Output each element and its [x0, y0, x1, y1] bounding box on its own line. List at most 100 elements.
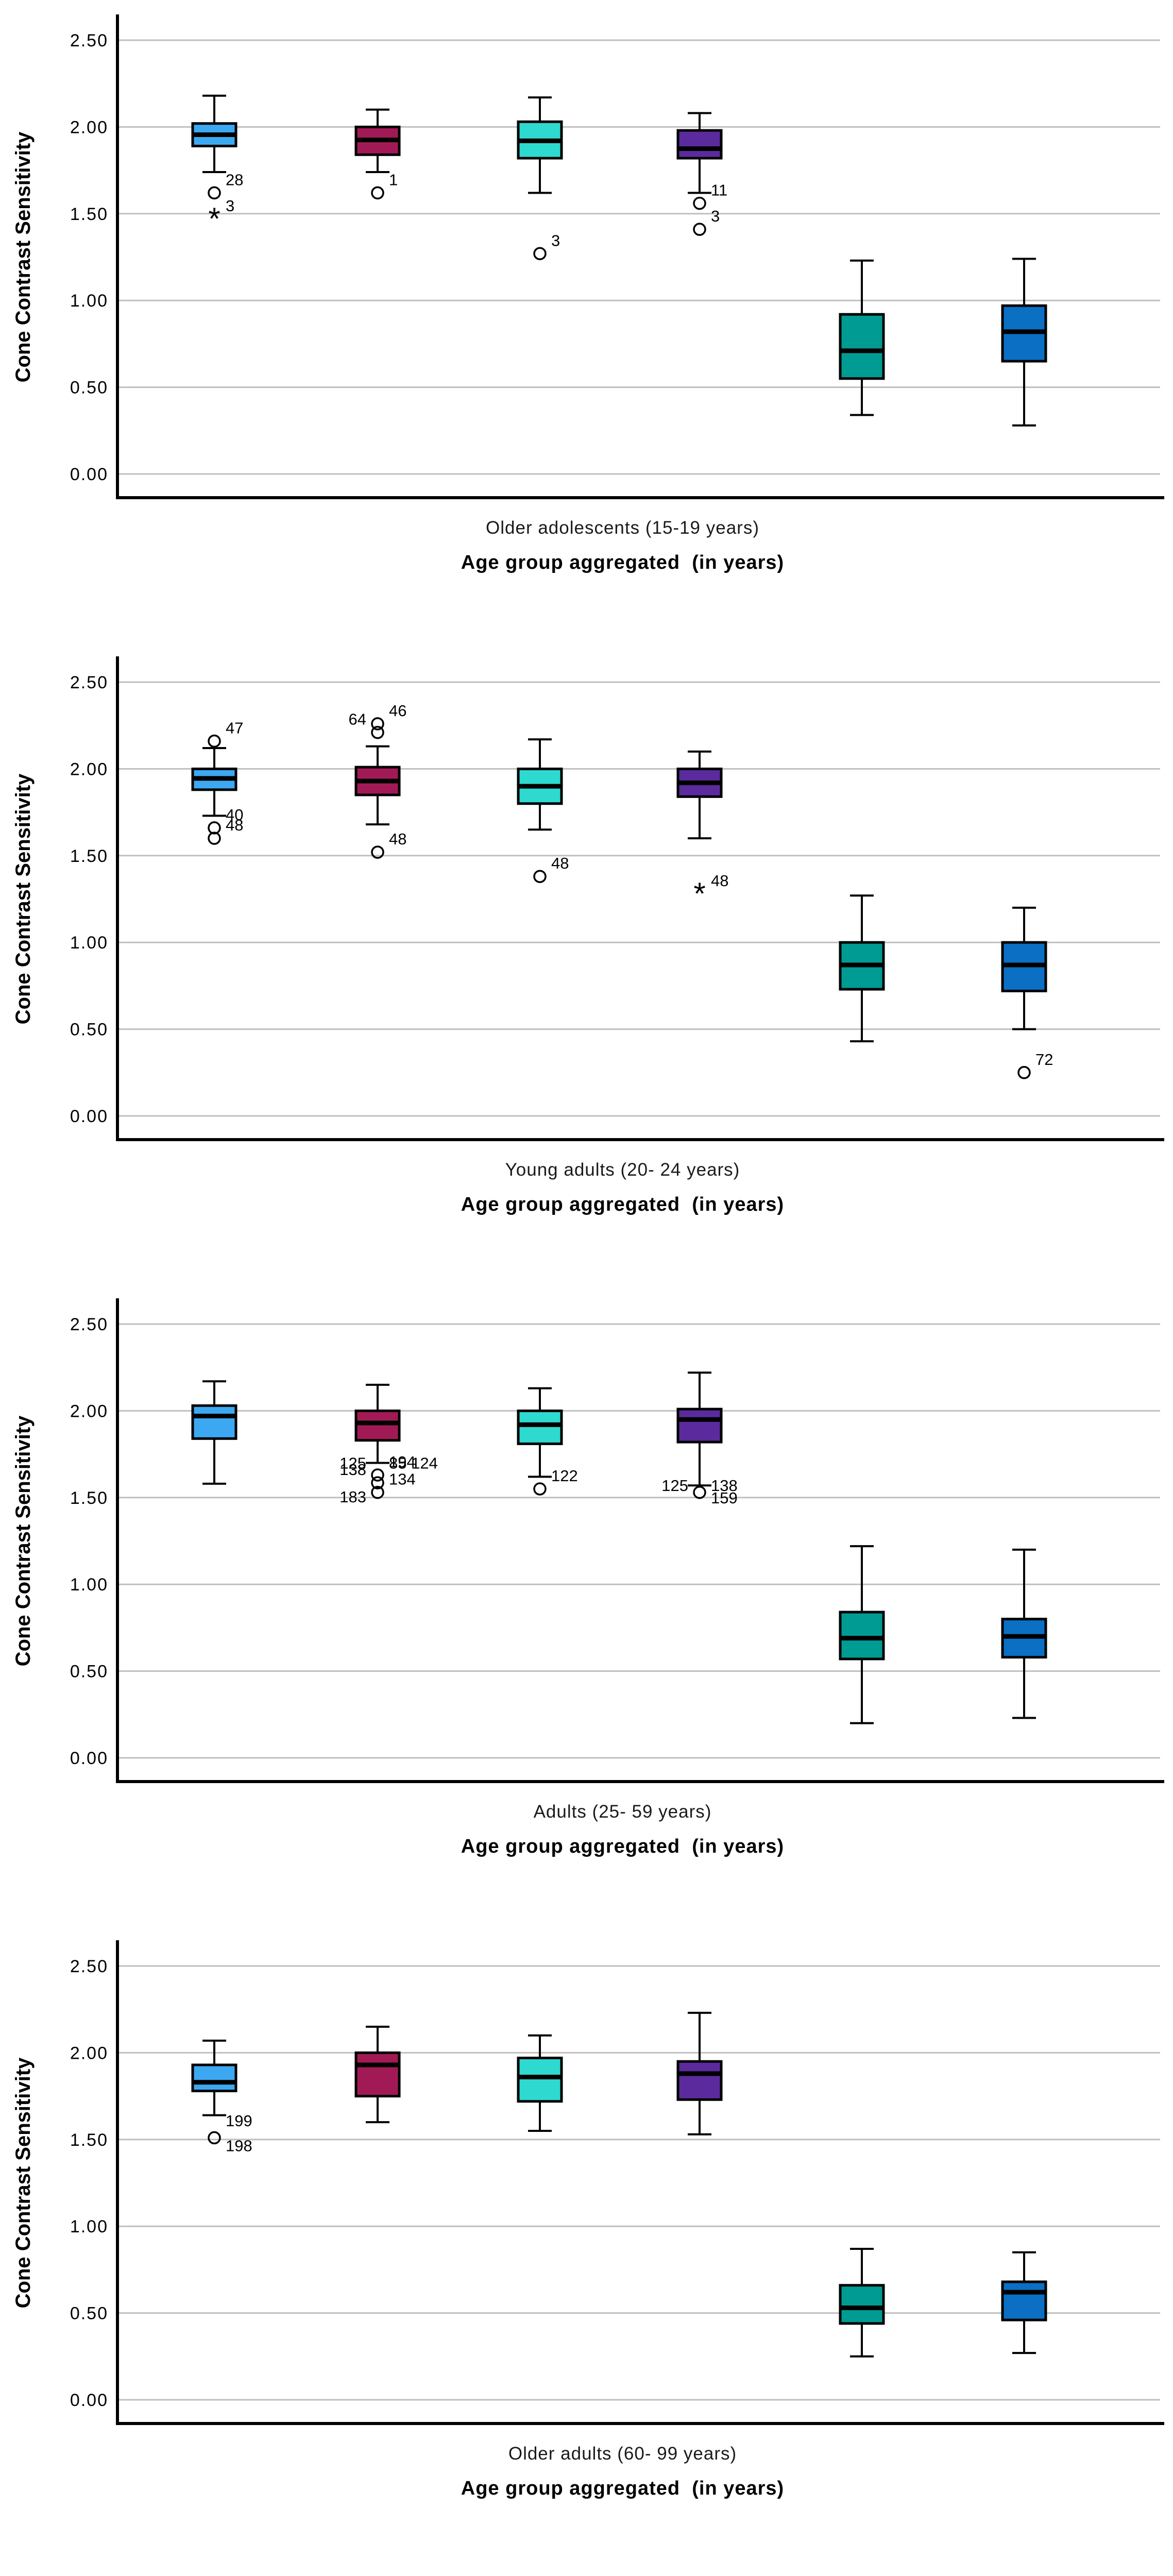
iqr-box — [354, 2051, 401, 2098]
outlier-label: 194 — [389, 1453, 416, 1471]
box-group-M_cone_Log_CS_OD — [517, 2034, 563, 2132]
extreme-point: * — [693, 876, 705, 911]
y-tick-label: 0.00 — [70, 2391, 108, 2410]
x-category-label: Young adults (20- 24 years) — [505, 1160, 740, 1180]
y-tick-label: 1.00 — [70, 1575, 108, 1595]
outlier-label: 48 — [711, 872, 728, 890]
outlier-label: 125 — [339, 1454, 366, 1472]
outlier-label: 48 — [389, 830, 406, 848]
x-axis-title: Age group aggregated (in years) — [461, 1836, 785, 1857]
y-tick-label: 1.00 — [70, 2217, 108, 2236]
box-group-M_cone_Log_CS_OD: 3 — [517, 96, 563, 261]
outlier-label: 183 — [339, 1488, 366, 1506]
outlier-point — [208, 734, 221, 748]
outlier-label: 47 — [226, 719, 243, 737]
outlier-point — [1017, 1066, 1031, 1079]
y-axis-title: Cone Contrast Sensitivity — [12, 773, 35, 1025]
outlier-label: 64 — [349, 710, 366, 728]
y-axis-title: Cone Contrast Sensitivity — [12, 131, 35, 383]
box-group-S_cone_Log_CS_OS: 72 — [1001, 906, 1053, 1079]
outlier-label: 199 — [226, 2112, 252, 2130]
y-tick-label: 2.00 — [70, 2043, 108, 2063]
figure-panel-4: 2.50 2.00 1.50 1.00 0.50 0.00 Cone Contrast Se… — [0, 1926, 1173, 2568]
box-group-S_cone_Log_CS_OS — [1001, 2251, 1047, 2354]
outlier-label: 48 — [226, 816, 243, 834]
y-tick-label: 2.50 — [70, 1315, 108, 1334]
figure-panel-1: 2.50 2.00 1.50 1.00 0.50 0.00 Cone Contrast Se… — [0, 0, 1173, 642]
y-tick-label: 2.00 — [70, 759, 108, 779]
box-group-S_cone_Log_CS_OS — [1001, 1548, 1047, 1719]
box-group-S_cone_Log_CS_OD — [839, 894, 885, 1043]
figure-panel-2: 2.50 2.00 1.50 1.00 0.50 0.00 Cone Contrast Se… — [0, 642, 1173, 1284]
box-group-S_cone_Log_CS_OD — [839, 259, 885, 416]
outlier-point — [208, 2131, 221, 2145]
iqr-box — [191, 1404, 237, 1440]
outlier-label: 85 124 — [389, 1454, 438, 1472]
outlier-label: 3 — [551, 231, 560, 249]
box-group-S_cone_Log_CS_OD — [839, 1545, 885, 1724]
iqr-box — [517, 1409, 563, 1445]
outlier-label: 3 — [711, 207, 720, 225]
outlier-point — [371, 845, 384, 859]
y-tick-label: 1.50 — [70, 2130, 108, 2150]
iqr-box — [676, 129, 723, 160]
outlier-label: 1 — [389, 171, 398, 189]
y-tick-label: 0.50 — [70, 2304, 108, 2324]
y-tick-label: 2.50 — [70, 31, 108, 50]
outlier-point — [693, 223, 706, 236]
box-group-M_cone_Log_CS_OD: 48 — [517, 738, 569, 883]
y-tick-label: 2.00 — [70, 117, 108, 137]
outlier-point — [208, 832, 221, 845]
outlier-point — [693, 1485, 706, 1499]
y-tick-label: 0.50 — [70, 1020, 108, 1040]
box-group-S_cone_Log_CS_OS — [1001, 258, 1047, 427]
outlier-label: 159 — [711, 1489, 738, 1507]
outlier-label: 28 — [226, 171, 243, 189]
box-group-L_cone_Log_CS_OS — [354, 2025, 401, 2124]
x-category-label: Adults (25- 59 years) — [533, 1802, 712, 1822]
outlier-point — [208, 186, 221, 200]
outlier-point — [371, 186, 384, 200]
outlier-label: 122 — [551, 1467, 578, 1485]
y-tick-label: 2.00 — [70, 1401, 108, 1421]
outlier-point — [371, 1485, 384, 1499]
outlier-point — [371, 1476, 384, 1489]
iqr-box — [1001, 2280, 1047, 2321]
y-tick-label: 0.50 — [70, 378, 108, 398]
legend: L cone Log CS OD L_cone_Log_CS_OS M cone… — [0, 2568, 1173, 2576]
y-tick-label: 0.50 — [70, 1662, 108, 1682]
extreme-point: * — [208, 201, 220, 236]
outlier-point — [533, 1482, 547, 1496]
x-axis-title: Age group aggregated (in years) — [461, 1194, 785, 1215]
y-tick-label: 1.50 — [70, 205, 108, 224]
outlier-point — [208, 821, 221, 835]
outlier-label: 134 — [389, 1470, 416, 1488]
outlier-label: 48 — [551, 854, 569, 872]
iqr-box — [676, 2060, 723, 2101]
iqr-box — [191, 2063, 237, 2092]
x-axis-title: Age group aggregated (in years) — [461, 2478, 785, 2499]
y-tick-label: 2.50 — [70, 673, 108, 692]
y-axis-title: Cone Contrast Sensitivity — [12, 1415, 35, 1667]
boxplot-panel-1: 2.50 2.00 1.50 1.00 0.50 0.00 Cone Contrast Se… — [12, 14, 1164, 499]
y-tick-label: 2.50 — [70, 1957, 108, 1976]
box-group-S_cone_Log_CS_OD — [839, 2247, 885, 2358]
outlier-point — [693, 196, 706, 210]
outlier-point — [371, 725, 384, 739]
outlier-label: 125 — [661, 1477, 688, 1495]
outlier-point — [371, 1468, 384, 1482]
box-group-L_cone_Log_CS_OD: 28 * 3 — [191, 94, 243, 236]
outlier-label: 3 — [226, 197, 234, 215]
iqr-box — [839, 1611, 885, 1660]
box-group-L_cone_Log_CS_OD — [191, 1380, 237, 1485]
boxplot-panel-4: 2.50 2.00 1.50 1.00 0.50 0.00 Cone Contrast Se… — [12, 1940, 1164, 2425]
box-group-L_cone_Log_CS_OS: 1 — [354, 108, 401, 200]
outlier-point — [371, 717, 384, 731]
y-tick-label: 1.50 — [70, 846, 108, 866]
box-group-M_cone_Log_CS_OS — [676, 2011, 723, 2136]
boxplot-panel-3: 2.50 2.00 1.50 1.00 0.50 0.00 Cone Contrast Se… — [12, 1298, 1164, 1783]
boxplot-panel-2: 2.50 2.00 1.50 1.00 0.50 0.00 Cone Contrast Se… — [12, 656, 1164, 1141]
